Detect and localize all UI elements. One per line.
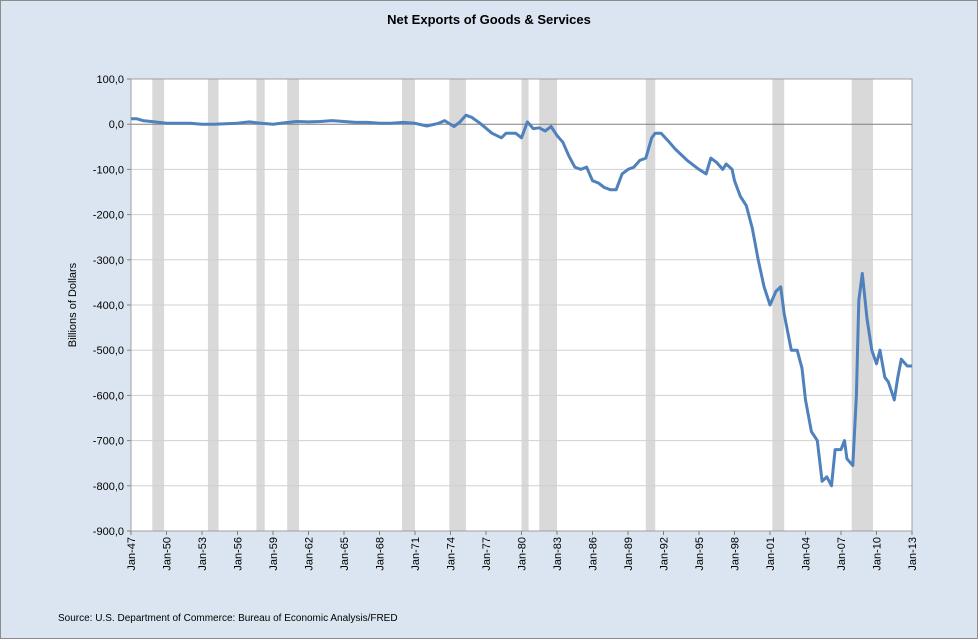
x-tick-label: Jan-95 [694,537,706,571]
data-line [131,113,912,488]
x-tick-label: Jan-74 [446,537,458,571]
x-tick-label: Jan-83 [552,537,564,571]
y-tick-label: -500,0 [93,345,124,357]
y-tick-label: -200,0 [93,210,124,222]
x-tick-label: Jan-56 [233,537,245,571]
x-tick-label: Jan-80 [517,537,529,571]
y-tick-label: -900,0 [93,526,124,538]
y-tick-label: -100,0 [93,164,124,176]
y-tick-label: -400,0 [93,300,124,312]
y-tick-label: -300,0 [93,255,124,267]
x-tick-label: Jan-04 [801,537,813,571]
x-tick-label: Jan-98 [730,537,742,571]
x-tick-label: Jan-10 [872,537,884,571]
x-tick-label: Jan-59 [268,537,280,571]
x-tick-label: Jan-50 [162,537,174,571]
y-tick-label: -600,0 [93,390,124,402]
x-tick-label: Jan-13 [907,537,919,571]
x-tick-label: Jan-65 [339,537,351,571]
x-tick-label: Jan-07 [836,537,848,571]
x-tick-label: Jan-47 [126,537,138,571]
y-tick-label: 0,0 [109,119,124,131]
x-tick-label: Jan-53 [197,537,209,571]
chart-title: Net Exports of Goods & Services [387,12,591,27]
x-tick-label: Jan-71 [410,537,422,571]
y-axis-label: Billions of Dollars [67,262,79,347]
x-tick-label: Jan-89 [623,537,635,571]
y-tick-label: -700,0 [93,436,124,448]
x-tick-label: Jan-92 [659,537,671,571]
y-tick-label: 100,0 [96,74,124,86]
x-tick-label: Jan-62 [304,537,316,571]
x-tick-label: Jan-01 [765,537,777,571]
y-tick-label: -800,0 [93,481,124,493]
x-tick-label: Jan-86 [588,537,600,571]
source-note: Source: U.S. Department of Commerce: Bur… [58,613,398,624]
x-tick-label: Jan-77 [481,537,493,571]
x-tick-label: Jan-68 [375,537,387,571]
